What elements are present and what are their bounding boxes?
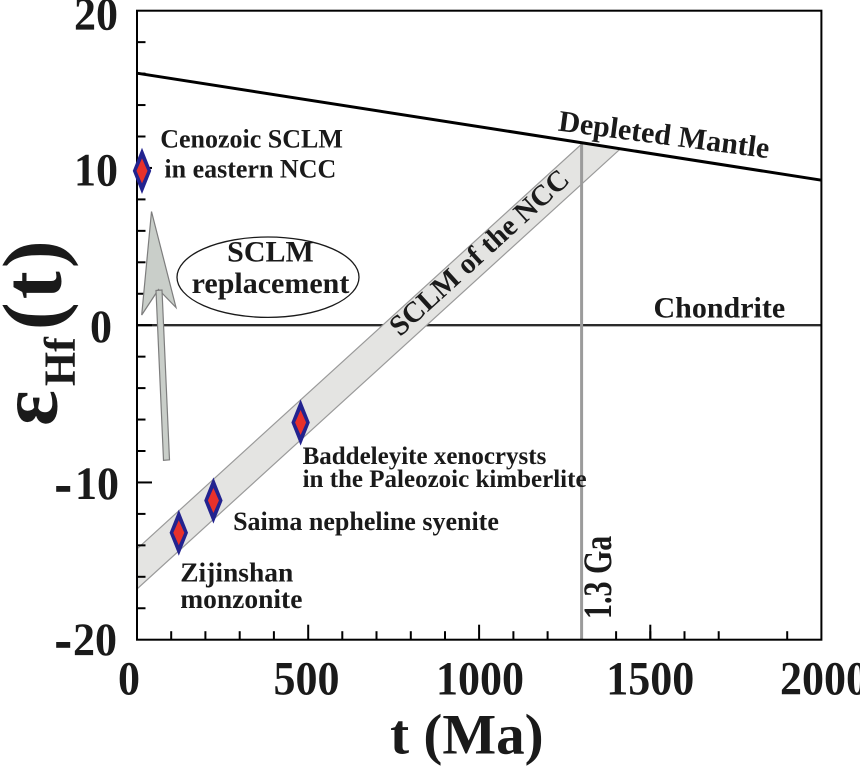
svg-text:Saima nepheline syenite: Saima nepheline syenite bbox=[233, 507, 499, 536]
svg-text:500: 500 bbox=[274, 652, 340, 705]
svg-text:20: 20 bbox=[73, 614, 117, 665]
svg-text:monzonite: monzonite bbox=[180, 583, 302, 614]
svg-text:2000: 2000 bbox=[780, 652, 860, 705]
svg-text:Baddeleyite xenocrysts: Baddeleyite xenocrysts bbox=[303, 443, 547, 470]
svg-text:Zijinshan: Zijinshan bbox=[180, 557, 293, 588]
svg-text:Cenozoic SCLM: Cenozoic SCLM bbox=[160, 125, 343, 154]
svg-text:0: 0 bbox=[118, 652, 140, 705]
svg-text:replacement: replacement bbox=[192, 267, 350, 300]
svg-text:1500: 1500 bbox=[606, 652, 694, 705]
svg-text:in eastern NCC: in eastern NCC bbox=[164, 155, 336, 184]
svg-text:t (Ma): t (Ma) bbox=[390, 703, 544, 766]
svg-text:1.3 Ga: 1.3 Ga bbox=[575, 536, 620, 619]
svg-text:SCLM: SCLM bbox=[227, 235, 314, 268]
svg-text:10: 10 bbox=[75, 458, 119, 509]
svg-text:Chondrite: Chondrite bbox=[654, 292, 786, 325]
svg-text:1000: 1000 bbox=[436, 652, 524, 705]
svg-text:20: 20 bbox=[74, 0, 118, 40]
svg-text:0: 0 bbox=[90, 301, 112, 352]
svg-text:in the Paleozoic kimberlite: in the Paleozoic kimberlite bbox=[303, 466, 587, 493]
svg-text:10: 10 bbox=[74, 145, 118, 196]
